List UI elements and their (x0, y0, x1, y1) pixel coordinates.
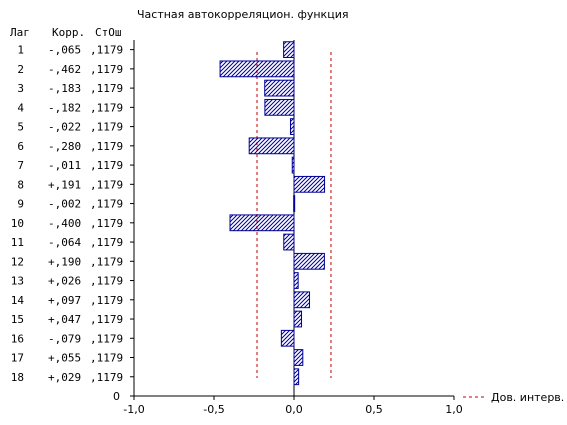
corr-label: -,462 (48, 63, 81, 76)
lag-label: 13 (11, 275, 24, 288)
corr-label: +,190 (48, 255, 81, 268)
pacf-bar (264, 98, 295, 116)
corr-label: -,183 (48, 82, 81, 95)
lag-label: 3 (17, 82, 24, 95)
pacf-bar (229, 214, 295, 232)
header-se: СтОш (95, 26, 122, 39)
corr-label: +,047 (48, 313, 81, 326)
lag-label: 2 (17, 63, 24, 76)
pacf-bar (293, 252, 325, 270)
pacf-bar (293, 175, 326, 193)
pacf-bar (293, 195, 296, 212)
corr-label: -,079 (48, 332, 81, 345)
lag-label: 9 (17, 198, 24, 211)
se-label: ,1179 (90, 44, 123, 57)
corr-label: +,029 (48, 371, 81, 384)
corr-label: -,280 (48, 140, 81, 153)
se-label: ,1179 (90, 255, 123, 268)
lag-label: 12 (11, 255, 24, 268)
corr-label: -,400 (48, 217, 81, 230)
se-label: ,1179 (90, 82, 123, 95)
axes: 0-1,0 -0,5 0,0 0,5 1,0 (113, 40, 463, 416)
pacf-bar (293, 368, 300, 386)
corr-label: -,065 (48, 44, 81, 57)
pacf-bar (283, 41, 295, 59)
corr-label: -,011 (48, 159, 81, 172)
pacf-bar (280, 329, 295, 347)
se-label: ,1179 (90, 371, 123, 384)
table-rows: 1 -,065 ,1179 2 -,462 ,1179 3 -,183 ,1179 4 -,182,… (11, 44, 123, 384)
pacf-bar (293, 349, 304, 366)
corr-label: +,097 (48, 294, 81, 307)
x-tick-label: 0,0 (285, 403, 303, 416)
se-label: ,1179 (90, 275, 123, 288)
lag-label: 5 (17, 121, 24, 134)
header-corr: Корр. (52, 26, 85, 39)
legend-label: Дов. интерв. (491, 391, 564, 404)
y-zero-label: 0 (113, 390, 120, 403)
se-label: ,1179 (90, 352, 123, 365)
lag-label: 16 (11, 332, 24, 345)
legend: Дов. интерв. (463, 391, 564, 404)
pacf-bar (248, 137, 295, 155)
pacf-bar (219, 60, 295, 78)
se-label: ,1179 (90, 294, 123, 307)
lag-label: 6 (17, 140, 24, 153)
x-tick-label: -1,0 (123, 403, 144, 416)
lag-label: 10 (11, 217, 24, 230)
corr-label: -,064 (48, 236, 81, 249)
pacf-bar (291, 156, 295, 174)
se-label: ,1179 (90, 217, 123, 230)
lag-label: 11 (11, 236, 24, 249)
header-lag: Лаг (10, 26, 30, 39)
lag-label: 7 (17, 159, 24, 172)
pacf-bar (264, 79, 295, 97)
se-label: ,1179 (90, 140, 123, 153)
corr-label: -,022 (48, 121, 81, 134)
lag-label: 18 (11, 371, 24, 384)
corr-label: -,182 (48, 101, 81, 114)
pacf-bar (293, 291, 311, 309)
x-tick-label: 0,5 (365, 403, 383, 416)
pacf-bar (293, 310, 303, 328)
bars (219, 41, 326, 386)
se-label: ,1179 (90, 332, 123, 345)
se-label: ,1179 (90, 121, 123, 134)
se-label: ,1179 (90, 236, 123, 249)
x-tick-label: 1,0 (445, 403, 463, 416)
lag-label: 17 (11, 352, 24, 365)
chart-title: Частная автокорреляцион. функция (137, 8, 348, 21)
se-label: ,1179 (90, 178, 123, 191)
corr-label: +,191 (48, 178, 81, 191)
se-label: ,1179 (90, 159, 123, 172)
pacf-bar (283, 233, 295, 251)
se-label: ,1179 (90, 101, 123, 114)
se-label: ,1179 (90, 198, 123, 211)
x-tick-label: -0,5 (203, 403, 224, 416)
lag-label: 8 (17, 178, 24, 191)
corr-label: -,002 (48, 198, 81, 211)
lag-label: 15 (11, 313, 24, 326)
lag-label: 14 (11, 294, 25, 307)
lag-label: 1 (17, 44, 24, 57)
lag-label: 4 (17, 101, 24, 114)
corr-label: +,055 (48, 352, 81, 365)
se-label: ,1179 (90, 63, 123, 76)
corr-label: +,026 (48, 275, 81, 288)
se-label: ,1179 (90, 313, 123, 326)
pacf-bar (289, 118, 295, 135)
pacf-bar (293, 272, 299, 289)
